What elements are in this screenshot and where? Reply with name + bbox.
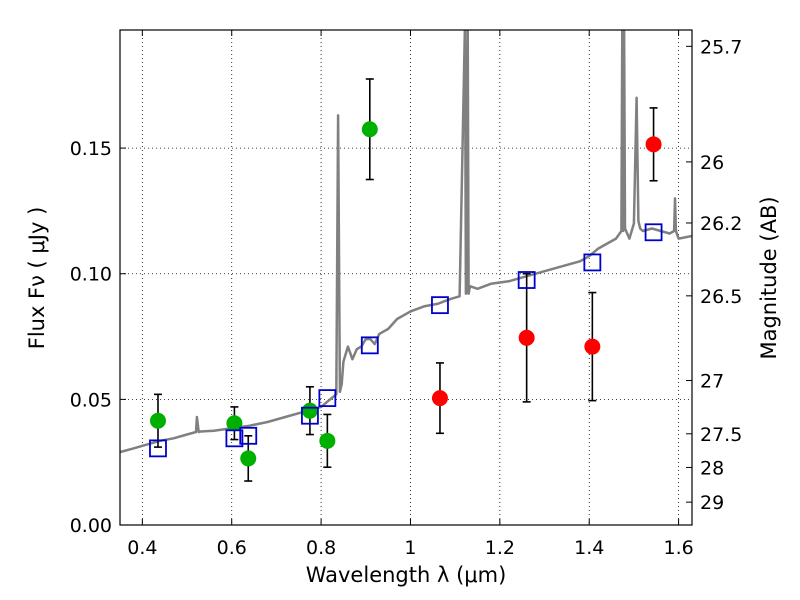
- model-photometry-point: [431, 296, 449, 315]
- data-point: [361, 121, 378, 138]
- y2-tick-label: 26.5: [700, 286, 742, 308]
- y2-axis-title: Magnitude (AB): [757, 196, 781, 359]
- y2-tick-label: 27.5: [700, 424, 742, 446]
- model-photometry-point: [644, 223, 663, 242]
- x-tick-label: 0.8: [306, 537, 336, 559]
- data-point: [319, 432, 336, 449]
- y-axis-title: Flux Fν ( μJy ): [25, 207, 49, 350]
- data-point: [431, 390, 448, 407]
- model-photometry-point: [149, 439, 167, 458]
- x-tick-label: 1: [404, 537, 416, 559]
- model-photometry-point: [301, 406, 319, 425]
- data-point: [518, 329, 535, 346]
- data-point: [584, 338, 601, 355]
- y-tick-label: 0.00: [70, 515, 112, 537]
- data-markers: [149, 78, 663, 482]
- model-photometry-point: [239, 426, 258, 445]
- model-spectrum-line: [120, 30, 692, 454]
- model-photometry-point: [517, 271, 536, 289]
- y2-tick-label: 26.2: [700, 213, 742, 235]
- data-point: [301, 402, 318, 419]
- x-tick-label: 1.2: [485, 537, 515, 559]
- model-photometry-point: [225, 429, 244, 448]
- plot-frame: [119, 29, 693, 526]
- x-tick-label: 0.6: [217, 537, 247, 559]
- x-tick-label: 0.4: [127, 537, 157, 559]
- x-tick-label: 1.6: [663, 537, 693, 559]
- x-tick-label: 1.4: [574, 537, 604, 559]
- x-axis-title: Wavelength λ (μm): [306, 563, 507, 587]
- model-spectrum: [120, 30, 692, 454]
- data-point: [226, 415, 243, 432]
- y-tick-label: 0.10: [70, 264, 112, 286]
- axis-ticks: 0.4 0.6 0.8 1 1.2 1.4 1.6 0.00 0.05 0.10 0.15 25.7 2…: [70, 30, 742, 559]
- data-point: [149, 412, 166, 429]
- model-photometry-point: [318, 389, 337, 408]
- y-tick-label: 0.15: [70, 138, 112, 160]
- y2-tick-label: 26: [700, 152, 724, 174]
- grid: [120, 30, 692, 526]
- y2-tick-label: 29: [700, 492, 724, 514]
- model-photometry-point: [583, 253, 602, 272]
- y2-tick-label: 27: [700, 371, 724, 393]
- y2-tick-label: 25.7: [700, 36, 742, 58]
- data-point: [240, 450, 257, 467]
- y-tick-label: 0.05: [70, 389, 112, 411]
- model-photometry-point: [360, 336, 379, 355]
- data-point: [645, 136, 662, 153]
- y2-tick-label: 28: [700, 457, 724, 479]
